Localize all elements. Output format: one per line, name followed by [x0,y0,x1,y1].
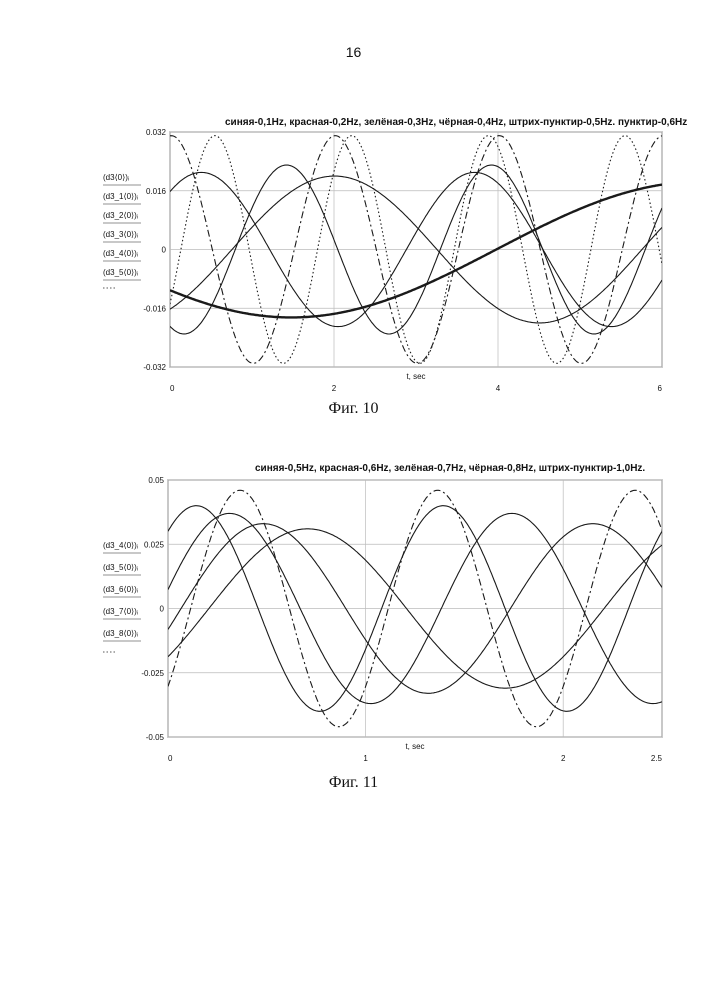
legend-label: (d3⟨0⟩)ᵢ [103,173,129,182]
legend-label: (d3_6⟨0⟩)ᵢ [103,585,138,594]
y-tick-label: -0.05 [146,733,165,742]
figure-11-caption: Фиг. 11 [0,774,707,792]
y-tick-label: -0.016 [143,304,166,313]
legend-label: (d3_8⟨0⟩)ᵢ [103,629,138,638]
legend-label: (d3_4⟨0⟩)ᵢ [103,249,138,258]
figure-10-caption: Фиг. 10 [0,400,707,418]
y-tick-label: 0 [160,605,165,614]
chart-1: 0.032 0.016 0 -0.016 -0.032 0 2 4 6 t, sec (d3⟨0⟩)… [103,128,663,393]
x-tick-label: 4 [496,384,501,393]
legend-label: (d3_1⟨0⟩)ᵢ [103,192,138,201]
chart-2: 0.05 0.025 0 -0.025 -0.05 0 1 2 2.5 t, sec (d3_4⟨0… [103,476,663,763]
x-tick-label: 2 [561,754,566,763]
x-axis-label: t, sec [406,372,425,381]
x-tick-label: 0 [170,384,175,393]
legend-label: (d3_2⟨0⟩)ᵢ [103,211,138,220]
legend-label: (d3_5⟨0⟩)ᵢ [103,268,138,277]
x-tick-label: 6 [658,384,663,393]
y-tick-label: 0.025 [144,540,165,549]
y-tick-label: 0.032 [146,128,167,137]
x-tick-label: 1 [363,754,368,763]
x-tick-label: 2 [332,384,337,393]
y-tick-label: 0.05 [148,476,164,485]
x-axis-label: t, sec [405,742,424,751]
legend-label: (d3_4⟨0⟩)ᵢ [103,541,138,550]
legend-label: (d3_5⟨0⟩)ᵢ [103,563,138,572]
y-tick-label: -0.025 [141,669,164,678]
series-line-1 [170,185,662,318]
x-tick-label: 0 [168,754,173,763]
y-tick-label: -0.032 [143,363,166,372]
legend-label: (d3_7⟨0⟩)ᵢ [103,607,138,616]
y-tick-label: 0.016 [146,187,167,196]
x-tick-label: 2.5 [651,754,663,763]
legend-label: (d3_3⟨0⟩)ᵢ [103,230,138,239]
y-tick-label: 0 [162,246,167,255]
